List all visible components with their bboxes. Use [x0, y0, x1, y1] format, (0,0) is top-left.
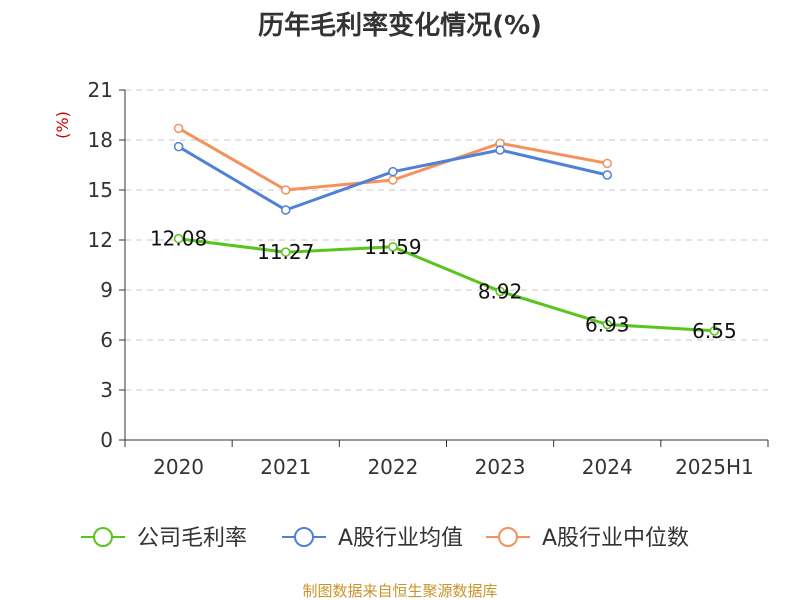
data-label: 12.08 [150, 227, 207, 251]
y-tick-label: 9 [100, 278, 113, 302]
legend-label: A股行业中位数 [542, 526, 689, 551]
series-lines [173, 123, 720, 336]
y-tick-label: 21 [88, 78, 113, 102]
series-point [281, 247, 291, 257]
data-label: 6.93 [585, 313, 630, 337]
data-label: 11.27 [257, 240, 314, 264]
y-axis-unit-label: (%) [53, 111, 72, 139]
legend-label: A股行业均值 [338, 526, 463, 551]
x-tick-label: 2022 [367, 455, 418, 479]
legend-marker [93, 527, 113, 547]
data-label: 6.55 [692, 319, 737, 343]
x-tick-label: 2024 [582, 455, 633, 479]
series-point [281, 185, 291, 195]
y-tick-label: 6 [100, 328, 113, 352]
y-tick-label: 18 [88, 128, 113, 152]
data-labels: 12.08 11.27 11.59 8.92 6.93 6.55 [150, 227, 737, 343]
x-tick-label: 2025H1 [675, 455, 754, 479]
series-point [173, 233, 184, 244]
y-tick-label: 15 [88, 178, 113, 202]
chart-title: 历年毛利率变化情况(%) [258, 10, 542, 41]
legend: 公司毛利率 A股行业均值 A股行业中位数 [81, 526, 689, 551]
y-tick-label: 12 [88, 228, 113, 252]
legend-marker [498, 527, 518, 547]
series-point [173, 123, 184, 134]
legend-marker [294, 527, 314, 547]
series-point [388, 175, 398, 185]
legend-label: 公司毛利率 [137, 526, 247, 551]
series-point [388, 166, 398, 177]
x-tick-label: 2021 [260, 455, 311, 479]
series-line [178, 237, 715, 333]
x-tick-label: 2023 [475, 455, 526, 479]
series-point [495, 145, 505, 155]
series-point [495, 286, 505, 297]
series-point [709, 326, 720, 336]
series-point [602, 170, 612, 180]
source-note: 制图数据来自恒生聚源数据库 [302, 582, 497, 600]
series-point [602, 158, 612, 169]
series-point [388, 242, 398, 252]
axes: 0 3 6 9 12 15 18 21 2020 2021 2022 2023 2024 2025H1 [88, 78, 769, 479]
series-point [602, 319, 612, 330]
data-label: 11.59 [364, 235, 421, 259]
series-point [173, 141, 184, 152]
x-tick-label: 2020 [153, 455, 204, 479]
series-point [281, 205, 291, 215]
data-label: 8.92 [478, 279, 523, 303]
y-tick-label: 0 [100, 428, 113, 452]
y-tick-label: 3 [100, 378, 113, 402]
grid-lines [125, 89, 768, 391]
